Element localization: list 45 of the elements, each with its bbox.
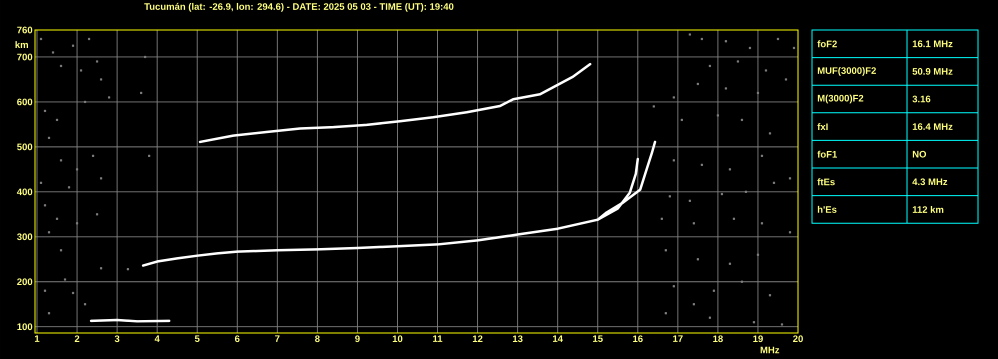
y-tick-label: 600	[17, 98, 32, 106]
y-tick-label: 700	[17, 54, 32, 60]
x-tick-label: 7	[275, 335, 280, 342]
y-tick-label: 400	[16, 188, 32, 196]
text: 3.16	[912, 96, 930, 102]
x-tick-label: 3	[114, 335, 120, 342]
y-tick-label: 100	[17, 323, 32, 330]
text: foF2	[817, 40, 837, 48]
x-tick-label: 2	[74, 335, 80, 342]
y-axis-title: km	[16, 41, 28, 48]
x-tick-label: 9	[355, 335, 360, 342]
x-tick-label: 12	[472, 335, 482, 342]
x-tick-label: 10	[392, 335, 402, 342]
x-axis-title: MHz	[760, 346, 780, 354]
y-tick-label: 760	[17, 26, 32, 34]
x-tick-label: 14	[553, 335, 563, 342]
x-tick-label: 5	[194, 335, 200, 342]
text: MUF(3000)F2	[818, 66, 876, 76]
x-tick-label: 1	[34, 335, 40, 342]
x-tick-label: 6	[234, 335, 240, 342]
x-tick-label: 4	[154, 335, 160, 342]
y-tick-label: 300	[17, 233, 32, 240]
x-tick-label: 11	[433, 335, 442, 342]
x-tick-label: 8	[315, 335, 320, 342]
chart-title: Tucumán (lat: -26.9, lon: 294.6) - DATE: 2025 05 03 - TIME (UT): 19:40	[144, 2, 454, 12]
x-tick-label: 16	[633, 335, 643, 342]
text: 4.3 MHz	[912, 178, 948, 186]
text: 50.9 MHz	[912, 68, 953, 75]
text: 112 km	[912, 206, 944, 213]
x-tick-label: 17	[673, 335, 683, 342]
text: ftEs	[817, 178, 835, 186]
text: foF1	[817, 150, 837, 158]
x-tick-label: 18	[713, 335, 723, 342]
x-tick-label: 19	[753, 335, 763, 342]
text: h'Es	[818, 206, 837, 213]
text: fxI	[817, 123, 828, 130]
text: NO	[912, 150, 926, 158]
x-tick-label: 20	[793, 335, 803, 342]
y-tick-label: 500	[17, 144, 32, 150]
text: 16.4 MHz	[912, 123, 953, 130]
x-tick-label: 15	[593, 335, 603, 342]
x-tick-label: 13	[512, 335, 523, 342]
text: 16.1 MHz	[912, 40, 953, 48]
text: M(3000)F2	[818, 94, 864, 104]
y-tick-label: 200	[17, 278, 32, 286]
